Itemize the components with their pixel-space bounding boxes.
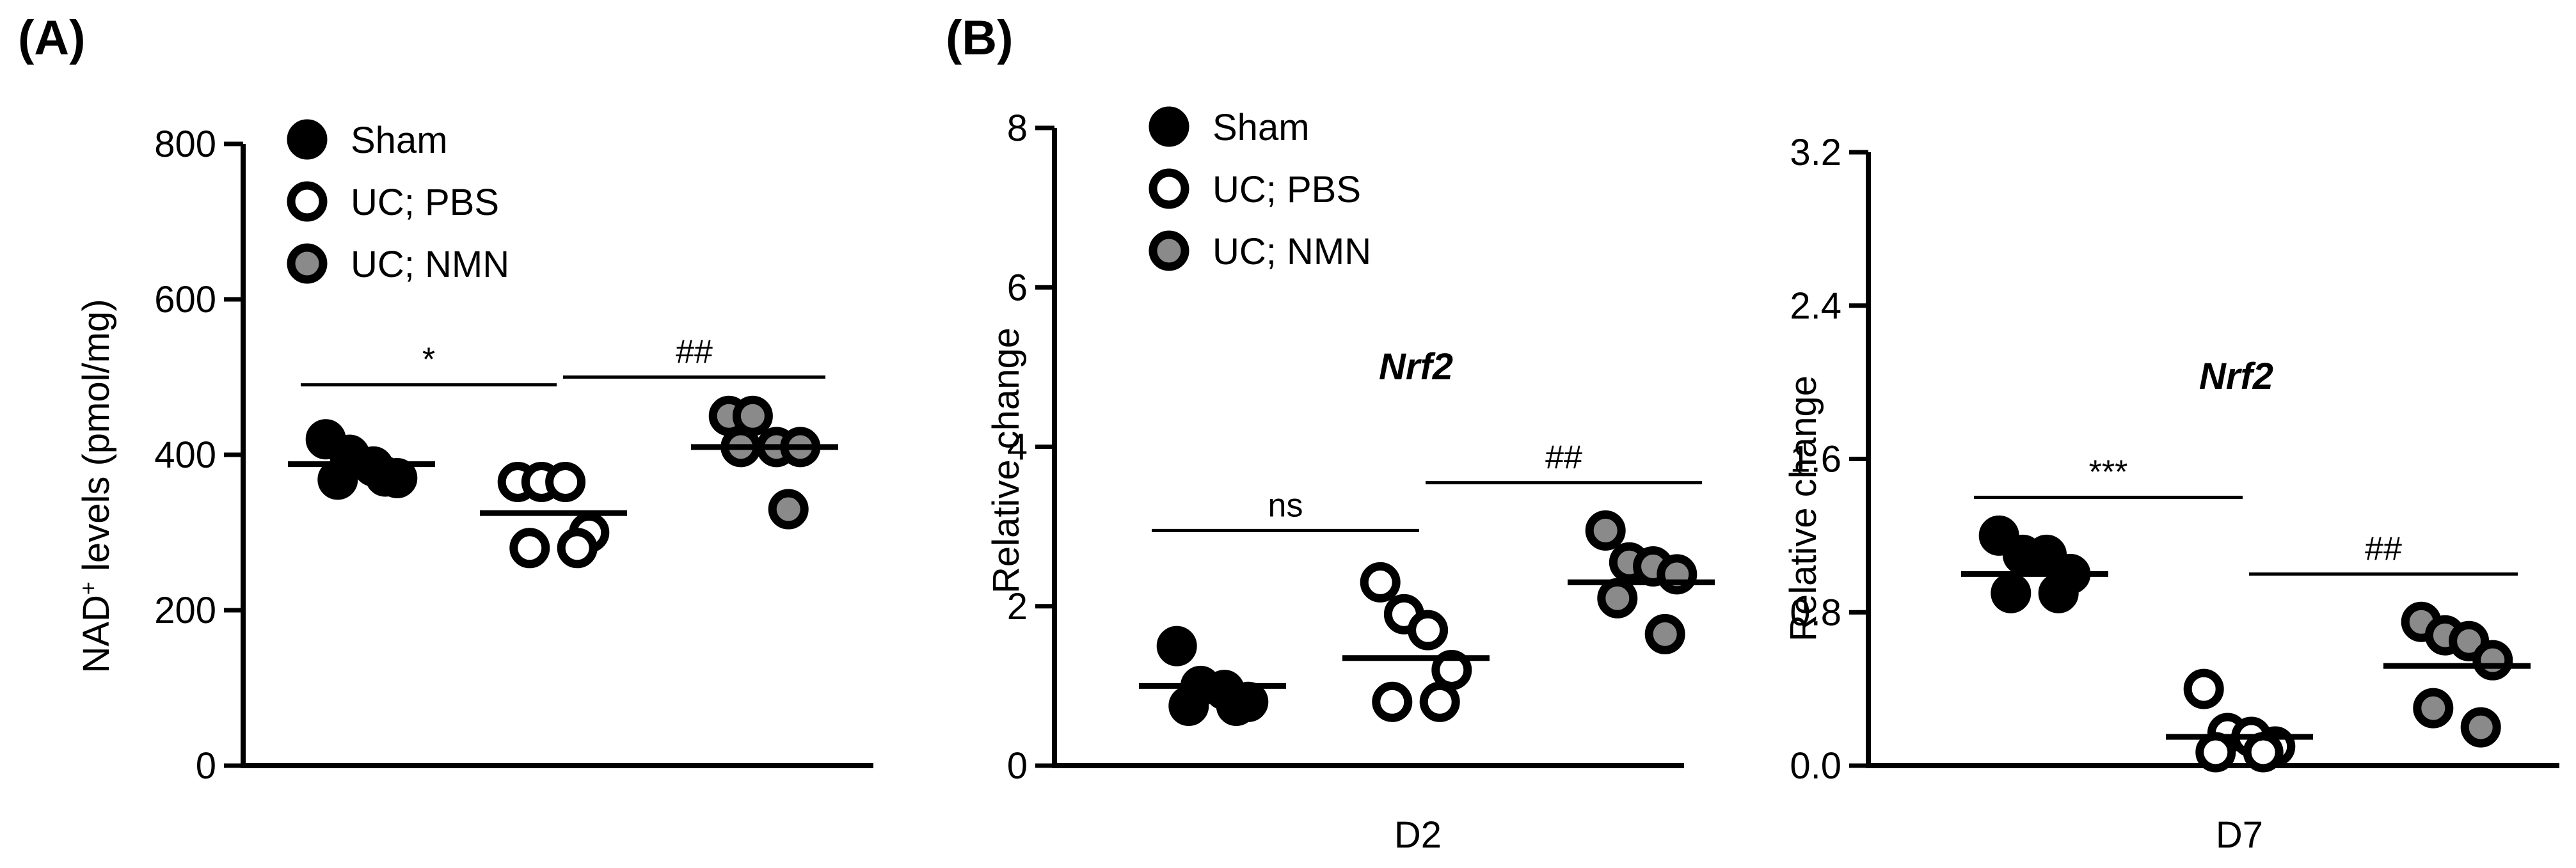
data-point-pbs [557,528,598,569]
y-tick-label: 2.4 [1790,285,1841,327]
data-point-sham [2038,572,2079,613]
data-point-pbs [2195,732,2236,773]
legend-marker-pbs [287,181,328,222]
data-point-sham [1216,686,1257,727]
legend-marker-nmn [287,243,328,284]
y-ticks: 0 2 4 6 8 [1007,107,1054,787]
y-tick-label: 400 [154,434,216,476]
data-point-sham [317,459,358,500]
data-point-pbs [545,462,586,503]
data-point-sham [365,456,406,497]
data-point-nmn [1585,510,1626,551]
data-point-pbs [1419,681,1460,722]
data-point-nmn [1657,554,1697,595]
mean-lines [1139,579,1715,689]
y-tick-label: 0 [1007,745,1028,787]
data-points [305,395,821,569]
data-point-nmn [2460,707,2501,748]
y-tick-label: 0 [196,745,216,787]
legend-label: Sham [1212,107,1310,148]
data-point-nmn [1597,578,1638,619]
y-tick-label: 600 [154,279,216,320]
significance-label: ns [1268,487,1303,524]
y-tick-label: 0.0 [1790,745,1841,787]
data-point-pbs [509,528,550,569]
legend-label: UC; PBS [351,182,499,223]
panel-label-a: (A) [18,11,86,65]
significance-label: ## [676,334,713,371]
chart-nrf2-d7: 0.00.81.62.43.2 Relative change Nrf2 D7 … [1783,132,2559,856]
panel-label-b: (B) [946,11,1014,65]
data-point-pbs [2183,668,2224,709]
y-axis-label: NAD+ levels (pmol/mg) [75,299,118,673]
data-point-pbs [1408,610,1449,651]
y-axis-label-rest: levels (pmol/mg) [76,299,117,571]
legend-label: UC; NMN [351,244,509,285]
legend: Sham UC; PBS UC; NMN [287,119,509,285]
significance-label: ## [1545,439,1582,477]
significance-label: *** [2089,454,2128,491]
y-axis-label-superscript: + [75,581,101,595]
axes [1052,128,1684,768]
legend-marker-nmn [1149,230,1189,271]
legend-marker-sham [1149,106,1189,147]
data-point-nmn [2472,640,2513,681]
legend-marker-pbs [1149,168,1189,209]
y-tick-label: 800 [154,123,216,165]
data-point-pbs [1372,681,1413,722]
significance-annotations: ns ## [1152,439,1702,532]
chart-nad-levels: 0 200 400 600 800 NAD+ levels (pmol/mg) Sham… [75,119,873,787]
gene-label: Nrf2 [2199,356,2273,397]
x-axis-label: D2 [1394,814,1442,856]
chart-nrf2-d2: 0 2 4 6 8 Relative change Nrf2 D2 Sham UC; PB… [985,106,1715,856]
legend-marker-sham [287,119,328,160]
gene-label: Nrf2 [1379,346,1453,388]
y-tick-label: 6 [1007,267,1028,308]
data-point-nmn [1644,613,1685,654]
significance-annotations: * ## [301,334,825,387]
legend-label: UC; PBS [1212,169,1361,210]
data-point-pbs [1360,562,1401,603]
mean-lines [1961,571,2531,740]
significance-label: * [422,342,435,379]
significance-label: ## [2365,530,2402,567]
data-point-sham [1991,572,2031,613]
data-point-pbs [2243,732,2284,773]
data-points [1156,510,1697,727]
y-tick-label: 0.8 [1790,592,1841,633]
data-point-nmn [2413,688,2454,729]
y-axis-label: Relative change [1783,375,1824,642]
legend: Sham UC; PBS UC; NMN [1149,106,1371,272]
y-tick-label: 2 [1007,586,1028,627]
legend-label: UC; NMN [1212,231,1371,272]
data-points [1978,515,2513,773]
x-axis-label: D7 [2216,814,2263,856]
mean-lines [288,444,838,516]
y-tick-label: 1.6 [1790,439,1841,480]
y-ticks: 0 200 400 600 800 [154,123,243,787]
y-ticks: 0.0 0.8 1.6 2.4 3.2 [1790,132,1868,787]
y-axis-label: Relative change [985,327,1027,594]
data-point-nmn [768,489,809,530]
y-tick-label: 200 [154,590,216,631]
y-tick-label: 4 [1007,427,1028,468]
legend-label: Sham [351,120,448,161]
y-tick-label: 8 [1007,107,1028,149]
significance-annotations: *** ## [1974,454,2518,576]
data-point-sham [1156,626,1197,667]
data-point-sham [1168,686,1209,727]
y-tick-label: 3.2 [1790,132,1841,173]
